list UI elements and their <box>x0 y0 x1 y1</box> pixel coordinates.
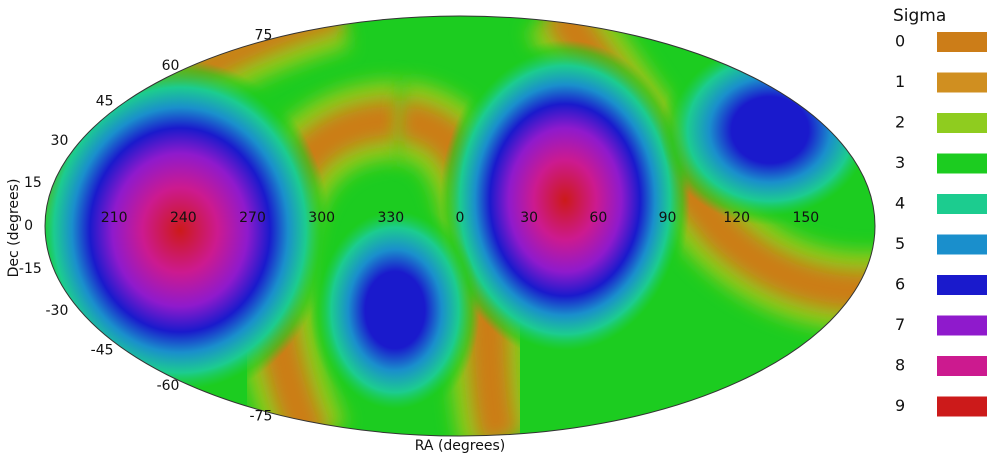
x-tick-label: 210 <box>101 210 128 226</box>
legend-swatch <box>937 396 987 417</box>
y-axis-label: Dec (degrees) <box>6 179 22 278</box>
y-tick-label: -30 <box>45 303 68 319</box>
x-tick-label: 60 <box>589 210 607 226</box>
x-tick-label: 150 <box>792 210 819 226</box>
blob <box>660 35 875 225</box>
y-tick-label: 75 <box>255 28 273 44</box>
legend-label: 1 <box>895 72 905 91</box>
y-tick-label: 60 <box>162 58 180 74</box>
x-tick-label: 120 <box>723 210 750 226</box>
x-axis-label: RA (degrees) <box>415 438 505 454</box>
legend-label: 3 <box>895 153 905 172</box>
y-tick-label: -45 <box>91 342 114 358</box>
legend-label: 5 <box>895 234 905 253</box>
y-tick-label: -60 <box>157 378 180 394</box>
x-tick-label: 0 <box>456 210 465 226</box>
y-tick-label: 45 <box>96 94 114 110</box>
y-tick-label: 30 <box>51 133 69 149</box>
y-tick-label: 0 <box>24 218 33 234</box>
legend-label: 4 <box>895 194 905 213</box>
legend-swatch <box>937 315 987 336</box>
x-tick-label: 270 <box>239 210 266 226</box>
blob <box>310 200 480 420</box>
legend-swatch <box>937 356 987 376</box>
legend-label: 9 <box>895 396 905 415</box>
x-tick-label: 30 <box>520 210 538 226</box>
legend-swatch <box>937 32 987 52</box>
legend-swatch <box>937 234 987 255</box>
legend-label: 6 <box>895 275 905 294</box>
legend-label: 8 <box>895 356 905 375</box>
legend-label: 2 <box>895 113 905 132</box>
y-tick-label: -75 <box>250 408 273 424</box>
x-tick-label: 300 <box>308 210 335 226</box>
legend-swatch <box>937 194 987 214</box>
y-tick-label: 15 <box>24 175 42 191</box>
y-tick-label: -15 <box>19 261 42 277</box>
legend-swatch <box>937 113 987 133</box>
legend-swatch <box>937 275 987 295</box>
legend-label: 7 <box>895 315 905 334</box>
x-tick-label: 330 <box>377 210 404 226</box>
x-tick-label: 90 <box>659 210 677 226</box>
legend-swatch <box>937 72 987 93</box>
sky-field <box>45 16 875 436</box>
blob <box>45 60 330 400</box>
legend-label: 0 <box>895 32 905 51</box>
map-outline <box>44 15 876 437</box>
legend-swatch <box>937 153 987 174</box>
legend-title: Sigma <box>893 6 946 26</box>
x-tick-label: 240 <box>170 210 197 226</box>
blob <box>440 40 690 360</box>
